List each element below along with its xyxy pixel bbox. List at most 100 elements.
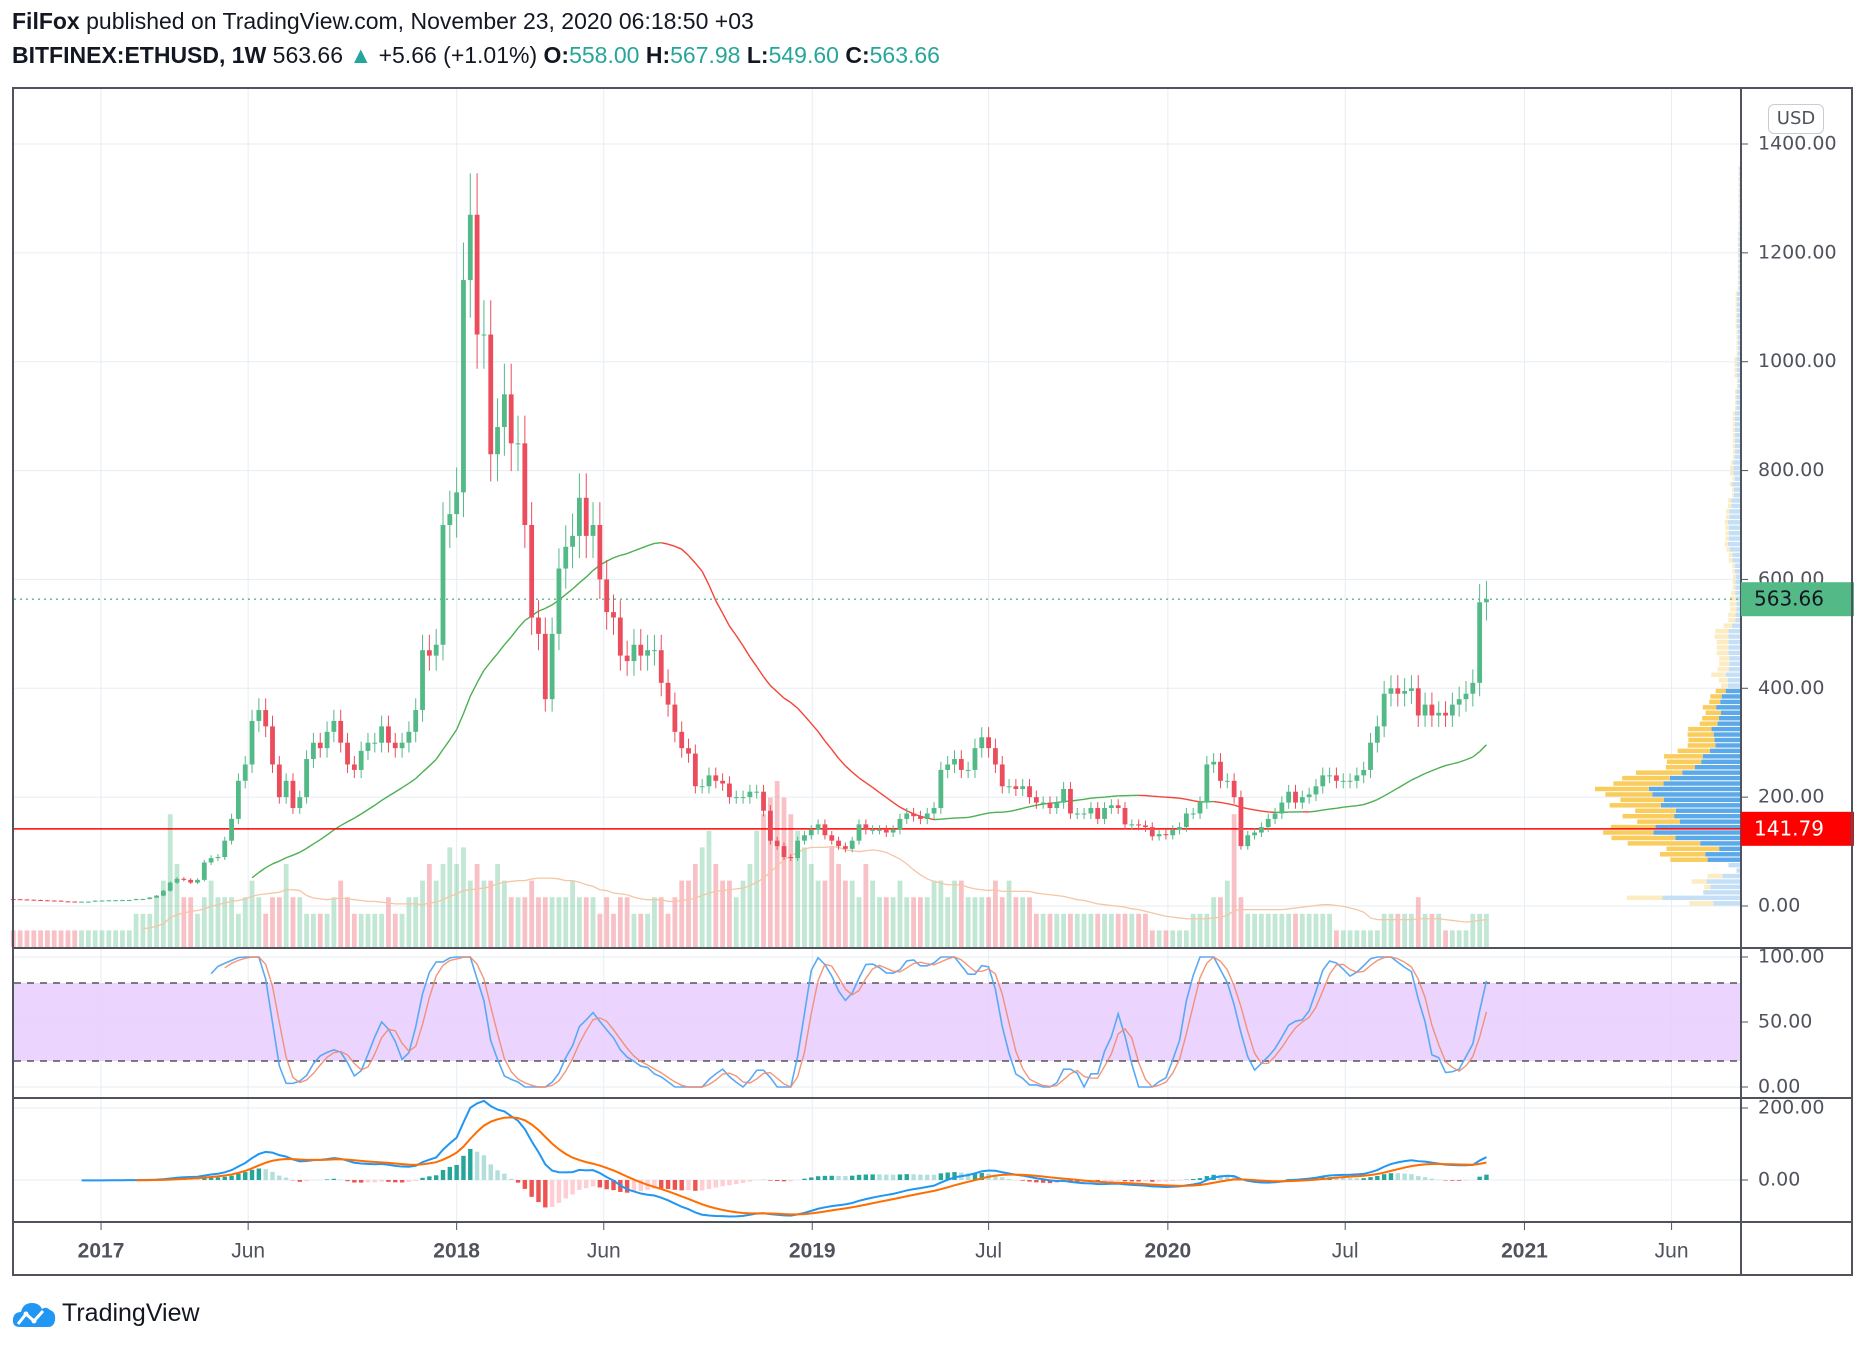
candle xyxy=(433,629,439,671)
volume-bar xyxy=(1047,913,1053,947)
volume-profile-up-bar xyxy=(1735,618,1740,623)
volume-bar xyxy=(597,913,603,947)
volume-profile-up-bar xyxy=(1728,639,1740,645)
volume-bar xyxy=(1054,913,1060,947)
macd-histogram-bar xyxy=(972,1173,978,1180)
stoch-axis-label: 50.00 xyxy=(1758,1011,1812,1033)
moving-average-segment xyxy=(681,548,689,557)
macd-histogram-bar xyxy=(890,1174,896,1180)
candle xyxy=(665,669,671,717)
moving-average-segment xyxy=(313,839,321,845)
moving-average-segment xyxy=(708,584,717,602)
macd-histogram-bar xyxy=(1354,1178,1360,1180)
volume-profile-up-bar xyxy=(1721,694,1740,699)
volume-profile-up-bar xyxy=(1738,264,1740,269)
candle xyxy=(1006,779,1012,794)
volume-bar xyxy=(461,847,466,947)
candle-body xyxy=(570,535,575,547)
moving-average-segment xyxy=(1343,805,1351,808)
candle xyxy=(290,773,296,814)
macd-histogram-bar xyxy=(1177,1180,1182,1181)
volume-profile-up-bar xyxy=(1737,296,1740,302)
publish-info: FilFox published on TradingView.com, Nov… xyxy=(12,8,754,35)
candle-body xyxy=(126,900,132,902)
volume-profile-down-bar xyxy=(1732,443,1735,449)
candle-body xyxy=(911,813,916,817)
macd-axis-label: 0.00 xyxy=(1758,1169,1800,1191)
candle xyxy=(911,807,916,822)
candle-body xyxy=(761,791,766,811)
candle-body xyxy=(993,748,998,765)
volume-profile-down-bar xyxy=(1732,569,1735,574)
moving-average-segment xyxy=(1022,806,1030,810)
candle xyxy=(563,525,569,589)
macd-histogram-bar xyxy=(1102,1180,1107,1182)
volume-profile-down-bar xyxy=(1704,884,1711,890)
volume-bar xyxy=(556,897,562,947)
volume-profile-up-bar xyxy=(1682,770,1740,775)
volume-profile-up-bar xyxy=(1739,188,1740,193)
volume-profile-up-bar xyxy=(1679,819,1740,824)
volume-profile-up-bar xyxy=(1706,879,1740,884)
candle xyxy=(304,750,309,804)
volume-profile-down-bar xyxy=(1677,748,1710,754)
volume-profile-up-bar xyxy=(1669,775,1740,781)
macd-histogram-bar xyxy=(379,1180,384,1182)
candle xyxy=(1299,790,1305,809)
macd-histogram-bar xyxy=(1156,1180,1162,1182)
candle-body xyxy=(1340,780,1346,782)
moving-average-segment xyxy=(497,644,505,655)
macd-histogram-bar xyxy=(815,1176,821,1180)
candle-body xyxy=(740,797,746,799)
volume-bar xyxy=(706,830,712,947)
volume-profile-up-bar xyxy=(1660,803,1740,808)
candle xyxy=(1033,790,1039,809)
volume-profile-down-bar xyxy=(1730,607,1737,612)
volume-profile-down-bar xyxy=(1736,340,1738,345)
candle xyxy=(1040,796,1046,809)
candle xyxy=(1163,829,1169,840)
volume-bar xyxy=(740,880,746,947)
volume-profile-up-bar xyxy=(1733,465,1740,471)
candle xyxy=(92,900,98,902)
tradingview-logo[interactable]: TradingView xyxy=(12,1298,200,1328)
moving-average-segment xyxy=(1424,770,1433,775)
macd-histogram-bar xyxy=(304,1180,309,1182)
moving-average-segment xyxy=(654,541,662,545)
candle xyxy=(474,173,480,369)
volume-profile-up-bar xyxy=(1737,335,1740,340)
candle xyxy=(1013,779,1019,796)
candle-body xyxy=(1006,786,1012,788)
candle-body xyxy=(461,280,466,493)
macd-histogram-bar xyxy=(536,1180,541,1203)
moving-average-segment xyxy=(265,863,273,869)
moving-average-segment xyxy=(1431,767,1439,772)
candle xyxy=(31,899,37,901)
volume-profile-up-bar xyxy=(1734,438,1740,443)
candle-body xyxy=(1170,829,1176,836)
macd-histogram-bar xyxy=(1361,1178,1366,1180)
volume-bar xyxy=(1429,913,1435,947)
candle-body xyxy=(263,710,269,727)
macd-histogram-bar xyxy=(195,1178,200,1180)
volume-profile-up-bar xyxy=(1675,808,1740,813)
candle xyxy=(767,805,773,845)
volume-profile-down-bar xyxy=(1666,759,1702,764)
volume-profile-up-bar xyxy=(1733,487,1740,492)
candle-body xyxy=(802,835,807,841)
volume-bar xyxy=(781,797,787,947)
macd-histogram-bar xyxy=(979,1172,984,1180)
currency-button[interactable]: USD xyxy=(1768,104,1824,134)
volume-bar xyxy=(297,897,303,947)
volume-profile-up-bar xyxy=(1739,204,1740,209)
volume-profile-down-bar xyxy=(1732,432,1735,438)
moving-average-segment xyxy=(783,697,792,704)
volume-profile-up-bar xyxy=(1734,563,1740,569)
candle xyxy=(713,767,719,789)
moving-average-segment xyxy=(722,612,731,627)
candle xyxy=(1252,828,1257,840)
moving-average-segment xyxy=(1083,797,1092,801)
macd-histogram-bar xyxy=(413,1180,418,1181)
volume-profile-down-bar xyxy=(1702,705,1717,710)
